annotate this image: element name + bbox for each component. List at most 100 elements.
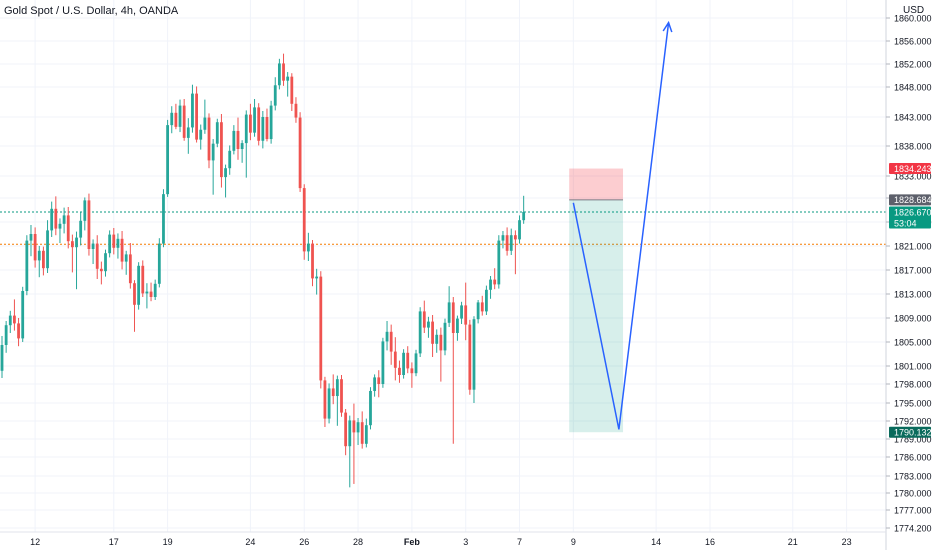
candle <box>54 196 58 236</box>
candle-body <box>128 254 132 284</box>
candle <box>0 336 4 378</box>
candle <box>373 374 377 397</box>
candle-body <box>501 235 505 241</box>
price-axis-tick-label: 1783.000 <box>894 472 932 482</box>
candle <box>344 409 348 456</box>
price-axis-tick-label: 1838.000 <box>894 142 932 152</box>
projection-path[interactable] <box>572 22 670 430</box>
current-price-label-text: 1826.670 <box>894 207 932 217</box>
candle-body <box>435 334 439 344</box>
candle <box>306 232 310 261</box>
target-price-label-bg <box>889 426 931 438</box>
price-axis-tick-label: 1777.000 <box>894 506 932 516</box>
candle-body <box>340 379 343 413</box>
candle <box>352 403 356 484</box>
candle <box>228 145 232 175</box>
candle-body <box>149 291 153 297</box>
candle-body <box>451 302 455 333</box>
candle <box>50 201 54 237</box>
candle-body <box>468 324 472 390</box>
candle-body <box>261 117 265 141</box>
candle <box>29 225 33 257</box>
candle-body <box>269 105 273 140</box>
candle-body <box>431 321 434 344</box>
candle <box>323 376 327 427</box>
candle-body <box>207 117 211 161</box>
candle <box>464 282 468 341</box>
candle <box>79 212 83 246</box>
time-axis-tick-label: 24 <box>245 537 255 547</box>
candle <box>244 110 248 178</box>
candle <box>302 184 306 260</box>
candle-body <box>323 380 327 419</box>
candle-body <box>104 253 107 272</box>
reference-lines <box>0 211 886 245</box>
price-axis-tick-label: 1848.000 <box>894 83 932 93</box>
candle <box>277 58 281 90</box>
candle-body <box>244 114 248 144</box>
candle-body <box>265 117 269 140</box>
candle <box>402 349 405 379</box>
candle-body <box>406 352 410 369</box>
candle-body <box>157 243 161 284</box>
candle <box>406 346 410 374</box>
stop-loss-zone[interactable] <box>569 168 624 200</box>
candle-body <box>232 130 236 151</box>
candle <box>211 139 215 195</box>
price-axis-tick-label: 1805.000 <box>894 338 932 348</box>
candle-body <box>294 103 298 118</box>
candle <box>493 268 497 290</box>
candle <box>393 337 397 381</box>
candle <box>220 114 223 188</box>
projection-drawing[interactable] <box>572 20 673 430</box>
current-price-label-text: 53:04 <box>894 218 917 228</box>
candle-body <box>385 331 389 342</box>
time-axis-tick-label: 12 <box>30 537 40 547</box>
candle-body <box>25 240 29 291</box>
candle <box>4 321 8 353</box>
price-axis-tick-label: 1843.000 <box>894 113 932 123</box>
candle-body <box>273 85 277 106</box>
candle <box>124 250 128 275</box>
price-axis-tick-label: 1817.000 <box>894 266 932 276</box>
price-axis-tick-label: 1795.000 <box>894 399 932 409</box>
candle-body <box>393 351 397 368</box>
candle <box>104 249 107 277</box>
candle-body <box>91 243 95 249</box>
candle <box>166 119 170 197</box>
time-axis[interactable]: 12 17 19 24 26 28 Feb 3 7 9 14 16 21 23 <box>30 537 851 547</box>
candle-body <box>257 107 261 141</box>
currency-label: USD <box>903 5 924 16</box>
candle-body <box>58 223 62 229</box>
candle-body <box>236 130 240 149</box>
candle <box>522 195 526 224</box>
candle <box>236 117 240 160</box>
candle-body <box>50 208 54 231</box>
stop-price-label-text: 1834.243 <box>894 164 932 174</box>
candle-body <box>306 243 310 252</box>
candle-body <box>199 129 203 140</box>
time-axis-tick-label: 9 <box>571 537 576 547</box>
price-axis[interactable]: 1774.200 1777.000 1780.000 1783.000 1786.000… <box>886 14 932 534</box>
time-axis-tick-label: 16 <box>705 537 715 547</box>
candle <box>389 324 393 365</box>
candle <box>435 329 439 353</box>
candle-body <box>162 194 165 244</box>
candle-body <box>398 367 401 375</box>
candle <box>253 99 256 137</box>
candle-body <box>79 220 83 238</box>
candle <box>70 234 74 273</box>
candle <box>108 230 112 258</box>
candle <box>348 415 352 488</box>
candle-body <box>120 238 124 262</box>
candle <box>480 295 484 316</box>
candle <box>489 276 492 299</box>
short-position-tool[interactable] <box>569 168 624 433</box>
candle-body <box>66 215 70 242</box>
price-axis-tick-label: 1786.000 <box>894 453 932 463</box>
candle <box>162 189 165 248</box>
candle <box>145 283 149 309</box>
candle <box>422 300 426 333</box>
candle-body <box>42 250 45 269</box>
